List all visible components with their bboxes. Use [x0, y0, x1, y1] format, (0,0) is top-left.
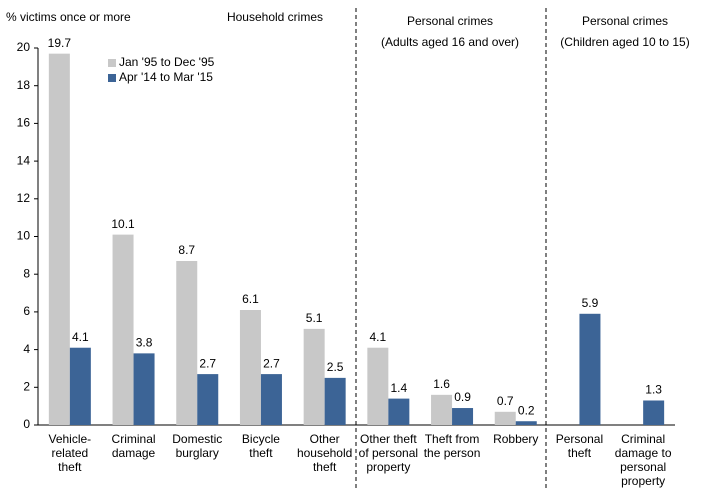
section-subtitle: (Adults aged 16 and over) — [381, 35, 519, 49]
legend-label: Apr '14 to Mar '15 — [119, 70, 213, 84]
bar — [367, 347, 389, 425]
y-tick-label: 18 — [17, 78, 31, 92]
section-title: Household crimes — [227, 10, 323, 24]
bar — [515, 421, 537, 425]
bar — [494, 411, 516, 425]
y-tick-label: 8 — [23, 266, 30, 280]
x-tick-label: Other theft of personal property — [358, 432, 419, 474]
bar — [197, 374, 219, 425]
value-label: 6.1 — [242, 292, 259, 306]
legend-swatch — [108, 74, 116, 82]
x-tick-label: Robbery — [493, 432, 539, 446]
x-tick-label: Criminal damage to personal property — [614, 432, 672, 488]
value-label: 3.8 — [136, 336, 153, 350]
section-title: Personal crimes — [407, 14, 493, 28]
section-subtitle: (Children aged 10 to 15) — [560, 35, 689, 49]
bar — [176, 261, 198, 425]
value-label: 0.2 — [518, 403, 535, 417]
value-label: 19.7 — [48, 36, 72, 50]
value-label: 1.4 — [391, 381, 408, 395]
y-tick-label: 10 — [17, 229, 31, 243]
value-label: 0.9 — [454, 390, 471, 404]
y-tick-label: 12 — [17, 191, 31, 205]
value-label: 2.5 — [327, 360, 344, 374]
value-label: 10.1 — [111, 217, 135, 231]
y-tick-label: 6 — [23, 304, 30, 318]
y-tick-label: 20 — [17, 40, 31, 54]
bar — [643, 400, 665, 425]
legend-label: Jan '95 to Dec '95 — [119, 55, 215, 69]
value-label: 4.1 — [72, 330, 89, 344]
x-tick-label: Domestic burglary — [172, 432, 223, 460]
x-tick-label: Bicycle theft — [241, 432, 280, 460]
x-tick-label: Vehicle- related theft — [48, 432, 92, 474]
x-tick-label: Theft from the person — [423, 432, 481, 460]
bar — [133, 353, 155, 425]
bar — [69, 347, 91, 425]
y-tick-label: 2 — [23, 379, 30, 393]
value-label: 2.7 — [199, 356, 216, 370]
bar — [579, 313, 601, 425]
x-tick-label: Personal theft — [555, 432, 604, 460]
value-label: 4.1 — [370, 330, 387, 344]
bar — [324, 377, 346, 425]
bar — [388, 398, 410, 425]
section-title: Personal crimes — [582, 14, 668, 28]
x-tick-label: Other household theft — [296, 432, 353, 474]
legend-swatch — [108, 59, 116, 67]
value-label: 1.6 — [433, 377, 450, 391]
value-label: 2.7 — [263, 356, 280, 370]
value-label: 8.7 — [178, 243, 195, 257]
bar — [260, 374, 282, 425]
y-tick-label: 14 — [17, 153, 31, 167]
bar — [239, 310, 261, 425]
value-label: 1.3 — [645, 383, 662, 397]
bar — [112, 234, 134, 425]
y-tick-label: 16 — [17, 116, 31, 130]
bar — [431, 394, 453, 425]
y-tick-label: 0 — [23, 417, 30, 431]
y-axis-label: % victims once or more — [6, 10, 131, 24]
x-tick-label: Criminal damage — [111, 432, 156, 460]
value-label: 5.9 — [582, 296, 599, 310]
value-label: 5.1 — [306, 311, 323, 325]
bar — [48, 53, 70, 425]
value-label: 0.7 — [497, 394, 514, 408]
bar — [303, 328, 325, 425]
y-tick-label: 4 — [23, 342, 30, 356]
bar — [452, 408, 474, 425]
